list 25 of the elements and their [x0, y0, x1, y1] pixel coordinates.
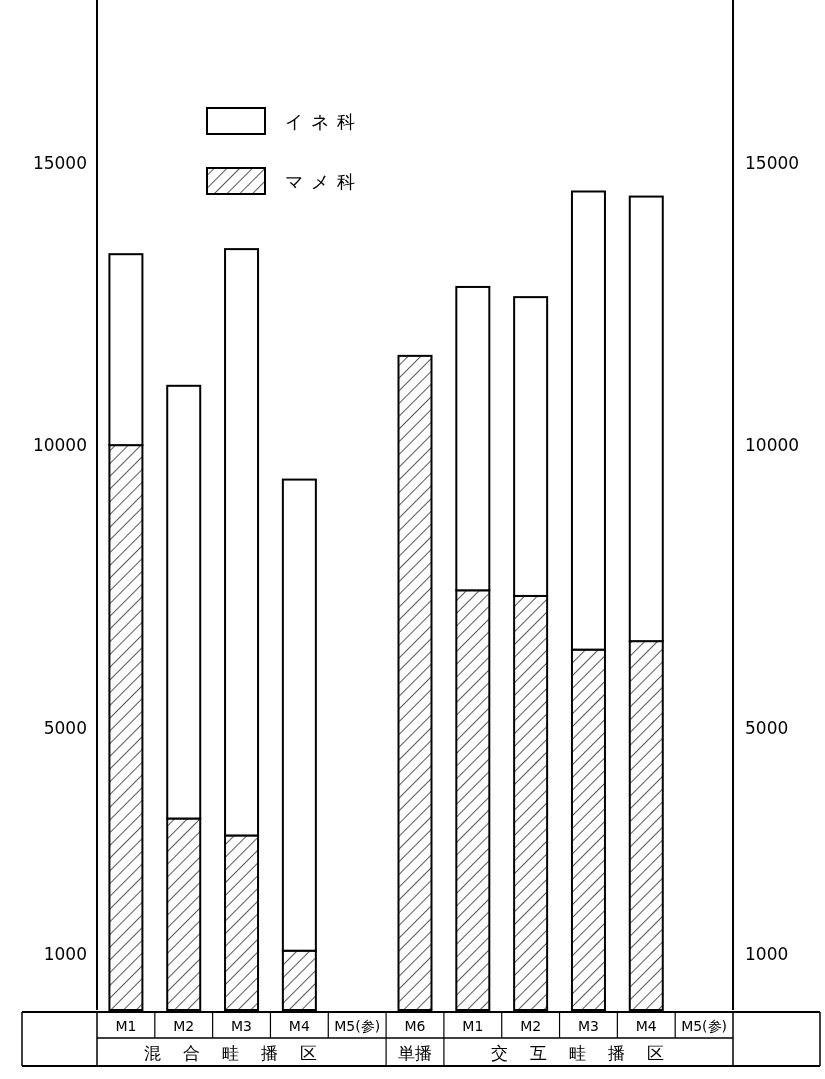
y-tick-label: 5000: [43, 717, 87, 738]
y-tick-label: 1000: [43, 943, 87, 964]
x-tick-label: M2: [520, 1018, 542, 1034]
text: 混合畦播区: [144, 1043, 340, 1063]
x-tick-label: M1: [462, 1018, 484, 1034]
y2-tick-label: 1000: [745, 943, 789, 964]
y2-tick-label: 10000: [745, 435, 800, 456]
x-tick-label: M2: [173, 1018, 195, 1034]
x-tick-label: M3: [231, 1018, 253, 1034]
x-tick-label: M1: [115, 1018, 137, 1034]
x-tick-label: M4: [288, 1018, 310, 1034]
legend-label: マメ科: [285, 171, 363, 192]
x-tick-label: M5(参): [681, 1018, 728, 1034]
legend-label: イネ科: [285, 111, 363, 132]
x-tick-label: M5(参): [334, 1018, 381, 1034]
y-tick-label: 10000: [32, 435, 87, 456]
y-tick-label: 15000: [32, 152, 87, 173]
x-tick-label: M6: [404, 1018, 426, 1034]
text: 交互畦播区: [490, 1043, 686, 1063]
x-tick-label: M3: [577, 1018, 599, 1034]
bar: [397, 354, 433, 1011]
y2-tick-label: 15000: [745, 152, 800, 173]
text: 単播: [398, 1043, 432, 1063]
y2-tick-label: 5000: [745, 717, 789, 738]
x-tick-label: M4: [635, 1018, 657, 1034]
